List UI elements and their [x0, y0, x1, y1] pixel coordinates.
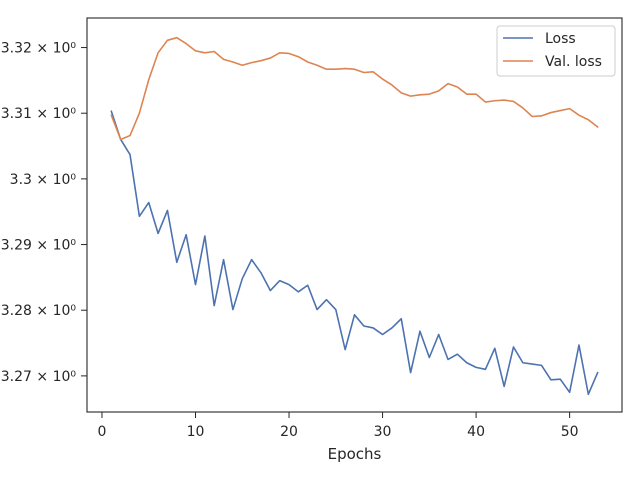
series-line-val-loss — [110, 36, 599, 141]
x-axis-label: Epochs — [328, 445, 382, 463]
legend-label-val-loss: Val. loss — [545, 54, 602, 70]
x-tick-label: 40 — [467, 424, 485, 440]
x-tick-label: 10 — [187, 424, 205, 440]
y-tick-label: 3.27 × 10⁰ — [1, 369, 77, 385]
axes-frame — [86, 17, 623, 413]
y-tick-label: 3.28 × 10⁰ — [1, 303, 77, 319]
y-tick-label: 3.31 × 10⁰ — [1, 106, 77, 122]
x-tick-label: 0 — [98, 424, 107, 440]
x-tick-label: 30 — [374, 424, 392, 440]
series-line-loss — [110, 110, 599, 396]
x-tick-label: 20 — [280, 424, 298, 440]
legend: Loss Val. loss — [496, 25, 616, 77]
x-tick-label: 50 — [561, 424, 579, 440]
y-tick-label: 3.32 × 10⁰ — [1, 41, 77, 57]
y-axis-ticks: 3.27 × 10⁰ 3.28 × 10⁰ 3.29 × 10⁰ 3.3 × 10⁰ 3… — [1, 41, 87, 385]
plot-area — [110, 36, 599, 396]
y-tick-label: 3.29 × 10⁰ — [1, 238, 77, 254]
x-axis-ticks: 0 10 20 30 40 50 — [98, 412, 579, 440]
y-tick-label: 3.3 × 10⁰ — [10, 172, 77, 188]
legend-label-loss: Loss — [545, 31, 576, 47]
